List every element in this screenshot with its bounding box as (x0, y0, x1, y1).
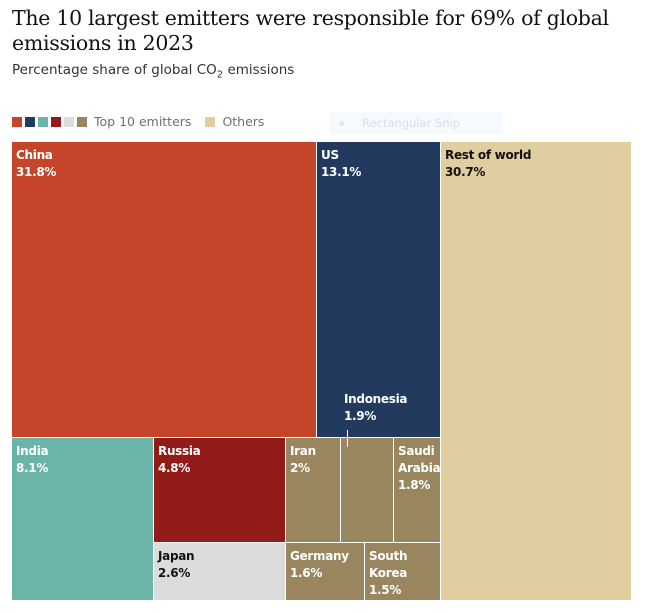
cell-label: China 31.8% (16, 147, 56, 181)
cell-value: 31.8% (16, 165, 57, 179)
cell-label: Japan 2.6% (158, 548, 195, 582)
legend-swatch (77, 116, 87, 127)
indonesia-leader-line (347, 430, 348, 447)
cell-value: 1.9% (344, 409, 377, 423)
cell-name: Germany (290, 549, 349, 563)
legend-swatch (64, 116, 74, 127)
cell-name: South (369, 549, 408, 563)
legend: Top 10 emitters Others (12, 114, 278, 129)
legend-swatch (12, 116, 22, 127)
treemap-cell-china: China 31.8% (12, 142, 316, 437)
cell-name: Arabia (398, 461, 441, 475)
cell-name: India (16, 444, 49, 458)
treemap-cell-iran: Iran 2% (286, 438, 340, 542)
cell-name: Iran (290, 444, 316, 458)
cell-name: China (16, 148, 53, 162)
legend-swatch (38, 116, 48, 127)
chart-title: The 10 largest emitters were responsible… (12, 6, 609, 55)
snip-icon (339, 121, 344, 126)
treemap-cell-japan: Japan 2.6% (154, 543, 285, 600)
treemap-cell-indonesia (341, 438, 393, 542)
treemap-cell-rest-of-world: Rest of world 30.7% (441, 142, 631, 600)
treemap-cell-saudi-arabia: Saudi Arabia 1.8% (394, 438, 441, 542)
cell-name: Rest of world (445, 148, 532, 162)
cell-value: 1.8% (398, 478, 431, 492)
cell-value: 1.6% (290, 566, 323, 580)
cell-name: Indonesia (344, 392, 408, 406)
cell-value: 1.5% (369, 583, 402, 597)
cell-name: Saudi (398, 444, 435, 458)
legend-label: Top 10 emitters (94, 114, 192, 129)
legend-swatch (205, 116, 216, 127)
cell-value: 4.8% (158, 461, 191, 475)
cell-name: Japan (158, 549, 195, 563)
legend-label: Others (222, 114, 265, 129)
cell-name: Russia (158, 444, 201, 458)
treemap-cell-us: US 13.1% (317, 142, 440, 437)
treemap-cell-india: India 8.1% (12, 438, 153, 600)
chart-subtitle: Percentage share of global CO2 emissions (12, 62, 295, 81)
cell-value: 2.6% (158, 566, 191, 580)
legend-swatch (51, 116, 61, 127)
cell-name: US (321, 148, 339, 162)
cell-value: 13.1% (321, 165, 362, 179)
cell-label: Germany 1.6% (290, 548, 349, 582)
cell-value: 30.7% (445, 165, 486, 179)
rectangular-snip-overlay: Rectangular Snip (330, 112, 503, 134)
cell-label: US 13.1% (321, 147, 361, 181)
cell-label: Rest of world 30.7% (445, 147, 531, 181)
cell-value: 8.1% (16, 461, 49, 475)
cell-name: Korea (369, 566, 407, 580)
cell-label: Iran 2% (290, 443, 316, 477)
cell-label: South Korea 1.5% (369, 548, 408, 599)
treemap-cell-russia: Russia 4.8% (154, 438, 285, 542)
cell-value: 2% (290, 461, 310, 475)
legend-swatch (25, 116, 35, 127)
treemap-cell-germany: Germany 1.6% (286, 543, 364, 600)
cell-label: Russia 4.8% (158, 443, 201, 477)
cell-label: Saudi Arabia 1.8% (398, 443, 441, 494)
cell-label: India 8.1% (16, 443, 49, 477)
cell-label: Indonesia 1.9% (344, 391, 407, 425)
treemap-cell-south-korea: South Korea 1.5% (365, 543, 440, 600)
